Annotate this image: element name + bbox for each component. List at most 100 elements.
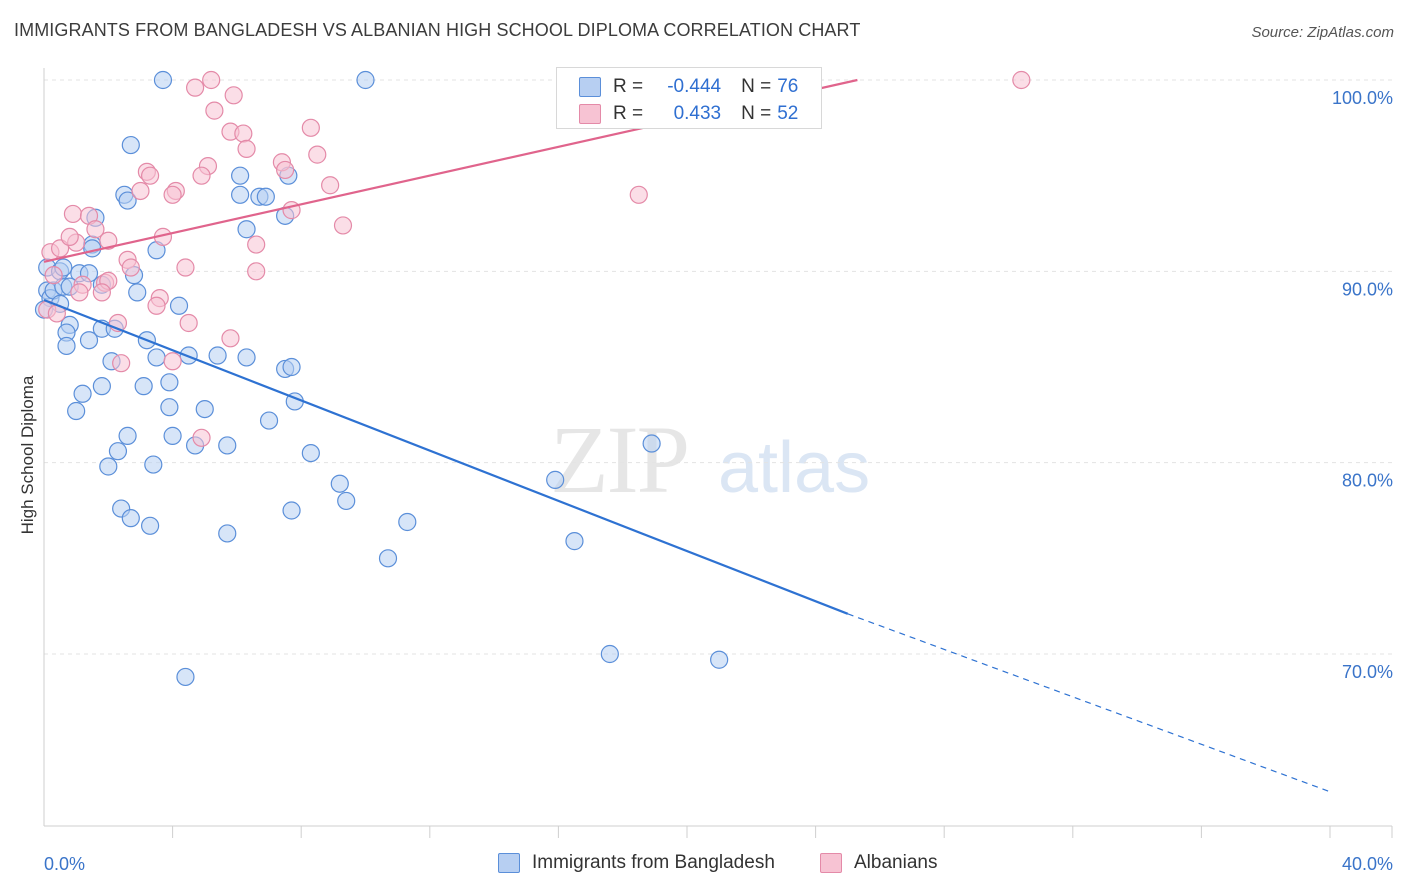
legend-swatch-pink: [579, 104, 601, 124]
point-bangladesh: [237, 348, 256, 367]
point-bangladesh: [176, 667, 195, 687]
point-bangladesh: [99, 457, 118, 476]
point-bangladesh: [121, 135, 140, 155]
point-bangladesh: [256, 187, 275, 206]
point-albanians: [70, 283, 89, 302]
trend-line-bangladesh-projection: [847, 613, 1331, 793]
point-bangladesh: [337, 491, 356, 511]
point-albanians: [192, 166, 211, 185]
y-tick-label: 70.0%: [1342, 662, 1393, 682]
point-bangladesh: [128, 283, 147, 302]
point-bangladesh: [546, 470, 565, 489]
point-albanians: [629, 185, 648, 204]
point-albanians: [308, 145, 327, 164]
point-bangladesh: [108, 442, 128, 461]
legend-swatch-blue: [579, 77, 601, 97]
point-albanians: [276, 160, 295, 180]
point-bangladesh: [160, 398, 179, 417]
point-bangladesh: [134, 377, 153, 396]
bottom-legend-bangladesh: Immigrants from Bangladesh: [498, 852, 775, 874]
y-tick-label: 100.0%: [1332, 88, 1393, 108]
bottom-legend-label-albanians: Albanians: [854, 852, 938, 873]
point-albanians: [237, 139, 256, 158]
point-bangladesh: [259, 411, 279, 430]
point-bangladesh: [160, 373, 179, 392]
legend-n-value: 52: [777, 103, 799, 124]
watermark: ZIP atlas: [550, 406, 870, 513]
point-bangladesh: [710, 650, 729, 669]
point-bangladesh: [330, 474, 349, 493]
x-tick-label: 0.0%: [44, 854, 85, 874]
point-albanians: [131, 181, 150, 201]
bottom-legend-swatch-pink: [820, 853, 842, 873]
point-bangladesh: [118, 191, 137, 210]
point-albanians: [333, 216, 353, 235]
bottom-legend-label-bangladesh: Immigrants from Bangladesh: [532, 852, 775, 873]
point-bangladesh: [57, 336, 76, 356]
point-bangladesh: [92, 377, 111, 396]
legend-n-label: N =: [741, 103, 772, 124]
point-albanians: [176, 258, 195, 277]
point-albanians: [99, 231, 118, 250]
point-bangladesh: [67, 401, 86, 421]
point-bangladesh: [218, 524, 237, 543]
point-albanians: [140, 166, 160, 185]
legend-r-value: 0.433: [673, 103, 722, 124]
point-bangladesh: [140, 516, 160, 535]
point-bangladesh: [144, 455, 163, 474]
point-bangladesh: [398, 512, 417, 532]
point-bangladesh: [600, 644, 619, 664]
point-albanians: [186, 78, 205, 97]
point-bangladesh: [301, 444, 320, 463]
point-albanians: [63, 204, 83, 224]
point-albanians: [234, 124, 253, 143]
point-bangladesh: [231, 185, 250, 204]
point-bangladesh: [356, 70, 375, 90]
stats-legend: R = -0.444 N = 76 R = 0.433 N = 52: [556, 67, 822, 129]
point-albanians: [92, 283, 111, 302]
point-albanians: [163, 352, 182, 371]
point-bangladesh: [79, 331, 99, 350]
point-albanians: [224, 86, 243, 105]
bottom-legend-swatch-blue: [498, 853, 520, 873]
point-bangladesh: [282, 357, 301, 377]
point-bangladesh: [218, 436, 237, 455]
point-bangladesh: [237, 220, 256, 239]
chart-title: IMMIGRANTS FROM BANGLADESH VS ALBANIAN H…: [14, 20, 861, 40]
point-albanians: [247, 235, 266, 254]
point-albanians: [192, 428, 211, 447]
legend-r-label: R =: [613, 103, 644, 124]
point-albanians: [179, 313, 198, 333]
point-albanians: [112, 354, 131, 373]
point-albanians: [205, 101, 224, 120]
point-albanians: [60, 227, 79, 246]
point-bangladesh: [163, 426, 182, 445]
point-bangladesh: [231, 166, 250, 185]
point-bangladesh: [282, 501, 301, 520]
point-albanians: [247, 262, 266, 281]
data-points: [34, 70, 1031, 687]
point-bangladesh: [73, 384, 92, 403]
point-albanians: [86, 220, 105, 239]
point-bangladesh: [121, 509, 140, 528]
point-albanians: [301, 118, 320, 137]
point-bangladesh: [378, 549, 398, 568]
point-bangladesh: [147, 348, 166, 367]
point-albanians: [121, 258, 140, 277]
point-bangladesh: [83, 239, 102, 258]
point-bangladesh: [642, 434, 661, 453]
trend-line-bangladesh: [43, 299, 849, 615]
y-tick-label: 90.0%: [1342, 279, 1393, 299]
legend-row-bangladesh: R = -0.444 N = 76: [579, 75, 798, 99]
point-albanians: [321, 176, 340, 195]
legend-row-albanians: R = 0.433 N = 52: [579, 102, 798, 126]
watermark-atlas: atlas: [718, 428, 870, 508]
legend-n-value: 76: [777, 76, 799, 97]
point-bangladesh: [208, 346, 227, 365]
tick-labels: 100.0% 90.0% 80.0% 70.0% 0.0% 40.0%: [44, 88, 1393, 874]
point-albanians: [202, 70, 221, 90]
point-albanians: [163, 185, 182, 204]
watermark-zip: ZIP: [550, 406, 688, 513]
point-albanians: [147, 296, 166, 315]
